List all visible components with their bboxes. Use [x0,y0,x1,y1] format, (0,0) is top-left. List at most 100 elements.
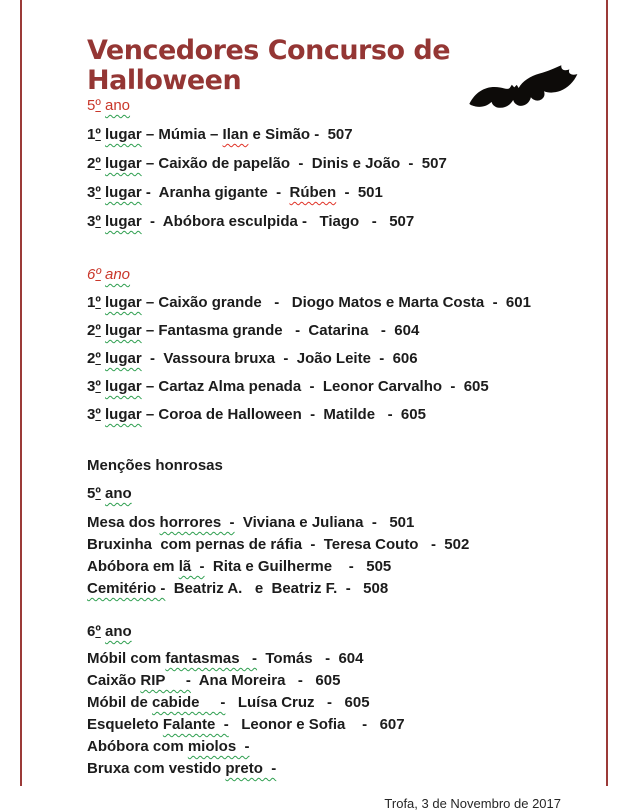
result-row: 3º lugar – Cartaz Alma penada - Leonor C… [87,377,593,397]
text-segment: - 501 [336,184,383,201]
text-segment: – Fantasma grande - Catarina - 604 [141,322,420,339]
wavy-underlined-text: horrores - [159,514,235,531]
ordinal-indicator: º [95,266,101,283]
result-row: Cemitério - Beatriz A. e Beatriz F. - 50… [87,579,593,599]
wavy-underlined-text: preto - [225,760,277,777]
section-vencedores-5-ano: 5º ano 1º lugar – Múmia – Ilan e Simão - … [87,96,593,232]
text-segment: - Vassoura bruxa - João Leite - 606 [141,350,418,367]
ordinal-indicator: º [95,126,101,143]
text-segment: – Cartaz Alma penada - Leonor Carvalho -… [141,378,489,395]
wavy-underlined-text: lugar [105,184,142,201]
text-segment: Abóbora com [87,738,188,755]
page-border-right [606,0,608,786]
text-segment: - Abóbora esculpida - Tiago - 507 [141,213,415,230]
text-segment: 6 [87,266,96,283]
wavy-underlined-text: ano [105,623,132,640]
ordinal-indicator: º [95,322,101,339]
text-segment: 6 [87,623,96,640]
section-vencedores-6-ano: 6º ano 1º lugar – Caixão grande - Diogo M… [87,265,593,425]
wavy-underlined-text: fantasmas - [165,650,258,667]
wavy-underlined-text: lugar [105,406,142,423]
result-row: 2º lugar - Vassoura bruxa - João Leite -… [87,349,593,369]
result-row: 1º lugar – Caixão grande - Diogo Matos e… [87,293,593,313]
text-segment: Tomás - 604 [257,650,364,667]
wavy-underlined-text: ano [105,97,131,114]
text-segment: 3 [87,184,96,201]
ordinal-indicator: º [95,213,101,230]
ordinal-indicator: º [95,406,101,423]
result-row: 3º lugar - Aranha gigante - Rúben - 501 [87,183,593,203]
ordinal-indicator: º [95,184,101,201]
document-content: Vencedores Concurso de Halloween 5º ano 1… [87,36,593,812]
text-segment: Luísa Cruz - 605 [225,694,370,711]
text-segment: - Aranha gigante - [141,184,290,201]
ordinal-indicator: º [95,350,101,367]
result-row: Esqueleto Falante - Leonor e Sofia - 607 [87,715,593,735]
text-segment: – Múmia – [141,126,223,143]
text-segment: 2 [87,350,96,367]
wavy-underlined-text: Ilan [222,126,249,143]
result-row: Bruxinha com pernas de ráfia - Teresa Co… [87,535,593,555]
wavy-underlined-text: miolos - [187,738,250,755]
wavy-underlined-text: lugar [105,294,142,311]
text-segment: Leonor e Sofia - 607 [228,716,405,733]
wavy-underlined-text: ano [105,266,131,283]
text-segment: Mesa dos [87,514,160,531]
section-heading: Menções honrosas [87,456,593,476]
wavy-underlined-text: lugar [105,126,142,143]
text-segment: 1 [87,126,96,143]
ordinal-indicator: º [95,623,101,640]
result-row: Abóbora com miolos - [87,737,593,757]
result-row: Abóbora em lã - Rita e Guilherme - 505 [87,557,593,577]
section-mencoes-5-ano: Menções honrosas 5º ano Mesa dos horrores … [87,456,593,599]
text-segment: Menções honrosas [87,457,223,474]
ordinal-indicator: º [95,97,101,114]
text-segment: 5 [87,97,96,114]
result-row: Móbil de cabide - Luísa Cruz - 605 [87,693,593,713]
ordinal-indicator: º [95,378,101,395]
wavy-underlined-text: lugar [105,155,142,172]
wavy-underlined-text: Rúben [289,184,337,201]
wavy-underlined-text: RIP - [140,672,191,689]
ordinal-indicator: º [95,485,101,502]
text-segment: 3 [87,406,96,423]
text-segment: e Simão - 507 [248,126,353,143]
wavy-underlined-text: Cemitério - [87,580,166,597]
result-row: 2º lugar – Caixão de papelão - Dinis e J… [87,154,593,174]
text-segment: Caixão [87,672,141,689]
text-segment: Abóbora em [87,558,179,575]
text-segment: – Coroa de Halloween - Matilde - 605 [141,406,426,423]
result-row: Mesa dos horrores - Viviana e Juliana - … [87,513,593,533]
wavy-underlined-text: lã - [178,558,205,575]
section-heading: 5º ano [87,484,593,504]
text-segment: Móbil de [87,694,152,711]
result-row: Móbil com fantasmas - Tomás - 604 [87,649,593,669]
ordinal-indicator: º [95,155,101,172]
wavy-underlined-text: cabide - [152,694,226,711]
page-border-left [20,0,22,786]
result-row: 1º lugar – Múmia – Ilan e Simão - 507 [87,125,593,145]
text-segment: 2 [87,322,96,339]
text-segment: 3 [87,213,96,230]
text-segment: Bruxa com vestido [87,760,226,777]
section-mencoes-6-ano: 6º ano Móbil com fantasmas - Tomás - 604 C… [87,622,593,779]
result-row: 2º lugar – Fantasma grande - Catarina - … [87,321,593,341]
result-row: 3º lugar - Abóbora esculpida - Tiago - 5… [87,212,593,232]
text-segment: Ana Moreira - 605 [190,672,341,689]
text-segment: Beatriz A. e Beatriz F. - 508 [165,580,389,597]
text-segment: 2 [87,155,96,172]
wavy-underlined-text: lugar [105,322,142,339]
ordinal-indicator: º [95,294,101,311]
result-row: Bruxa com vestido preto - [87,759,593,779]
wavy-underlined-text: Falante - [162,716,229,733]
text-segment: Esqueleto [87,716,163,733]
text-segment: 3 [87,378,96,395]
wavy-underlined-text: lugar [105,378,142,395]
text-segment: – Caixão de papelão - Dinis e João - 507 [141,155,447,172]
result-row: Caixão RIP - Ana Moreira - 605 [87,671,593,691]
text-segment: – Caixão grande - Diogo Matos e Marta Co… [141,294,531,311]
text-segment: Móbil com [87,650,166,667]
document-page: Vencedores Concurso de Halloween 5º ano 1… [20,0,608,811]
text-segment: Rita e Guilherme - 505 [204,558,392,575]
section-heading: 6º ano [87,622,593,642]
